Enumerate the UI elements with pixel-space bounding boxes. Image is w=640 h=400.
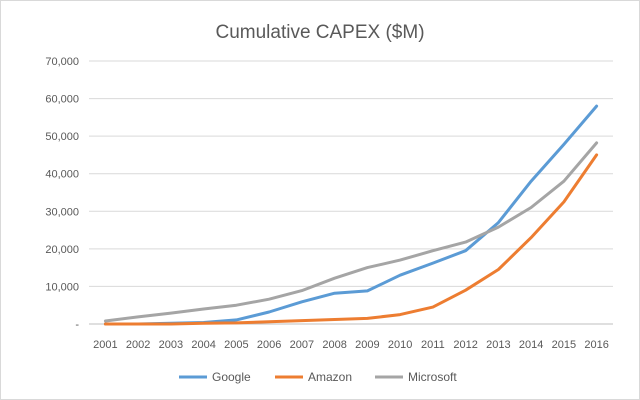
y-tick-label: 60,000 xyxy=(45,94,79,106)
y-tick-label: 20,000 xyxy=(45,244,79,256)
x-tick-label: 2002 xyxy=(126,339,150,351)
x-tick-label: 2012 xyxy=(453,339,477,351)
y-tick-label: 70,000 xyxy=(45,56,79,68)
y-tick-label: 40,000 xyxy=(45,169,79,181)
series-line-google xyxy=(103,104,599,326)
y-tick-label: 10,000 xyxy=(45,281,79,293)
x-tick-label: 2010 xyxy=(388,339,412,351)
x-tick-label: 2009 xyxy=(355,339,379,351)
x-tick-label: 2008 xyxy=(322,339,346,351)
series-line-amazon xyxy=(103,153,599,326)
x-tick-label: 2006 xyxy=(257,339,281,351)
series-lines xyxy=(103,104,599,326)
y-tick-label: 30,000 xyxy=(45,206,79,218)
legend: Google Amazon Microsoft xyxy=(179,370,457,384)
x-tick-label: 2005 xyxy=(224,339,248,351)
x-tick-label: 2015 xyxy=(552,339,576,351)
y-axis-ticks: - 10,000 20,000 30,000 40,000 50,000 60,000 70,… xyxy=(45,56,79,331)
chart-title: Cumulative CAPEX ($M) xyxy=(215,22,424,43)
x-tick-label: 2003 xyxy=(159,339,183,351)
x-tick-label: 2004 xyxy=(191,339,215,351)
legend-label: Amazon xyxy=(308,370,352,384)
x-tick-label: 2007 xyxy=(290,339,314,351)
x-tick-label: 2011 xyxy=(421,339,445,351)
x-tick-label: 2014 xyxy=(519,339,543,351)
legend-label: Microsoft xyxy=(408,370,457,384)
x-tick-label: 2001 xyxy=(93,339,117,351)
legend-label: Google xyxy=(212,370,251,384)
y-tick-label: - xyxy=(75,319,79,331)
x-tick-label: 2013 xyxy=(486,339,510,351)
series-line-microsoft xyxy=(103,141,599,323)
gridlines xyxy=(89,60,613,325)
y-tick-label: 50,000 xyxy=(45,131,79,143)
x-tick-label: 2016 xyxy=(584,339,608,351)
x-axis-ticks: 2001 2002 2003 2004 2005 2006 2007 2008 2009 2010… xyxy=(93,339,609,351)
